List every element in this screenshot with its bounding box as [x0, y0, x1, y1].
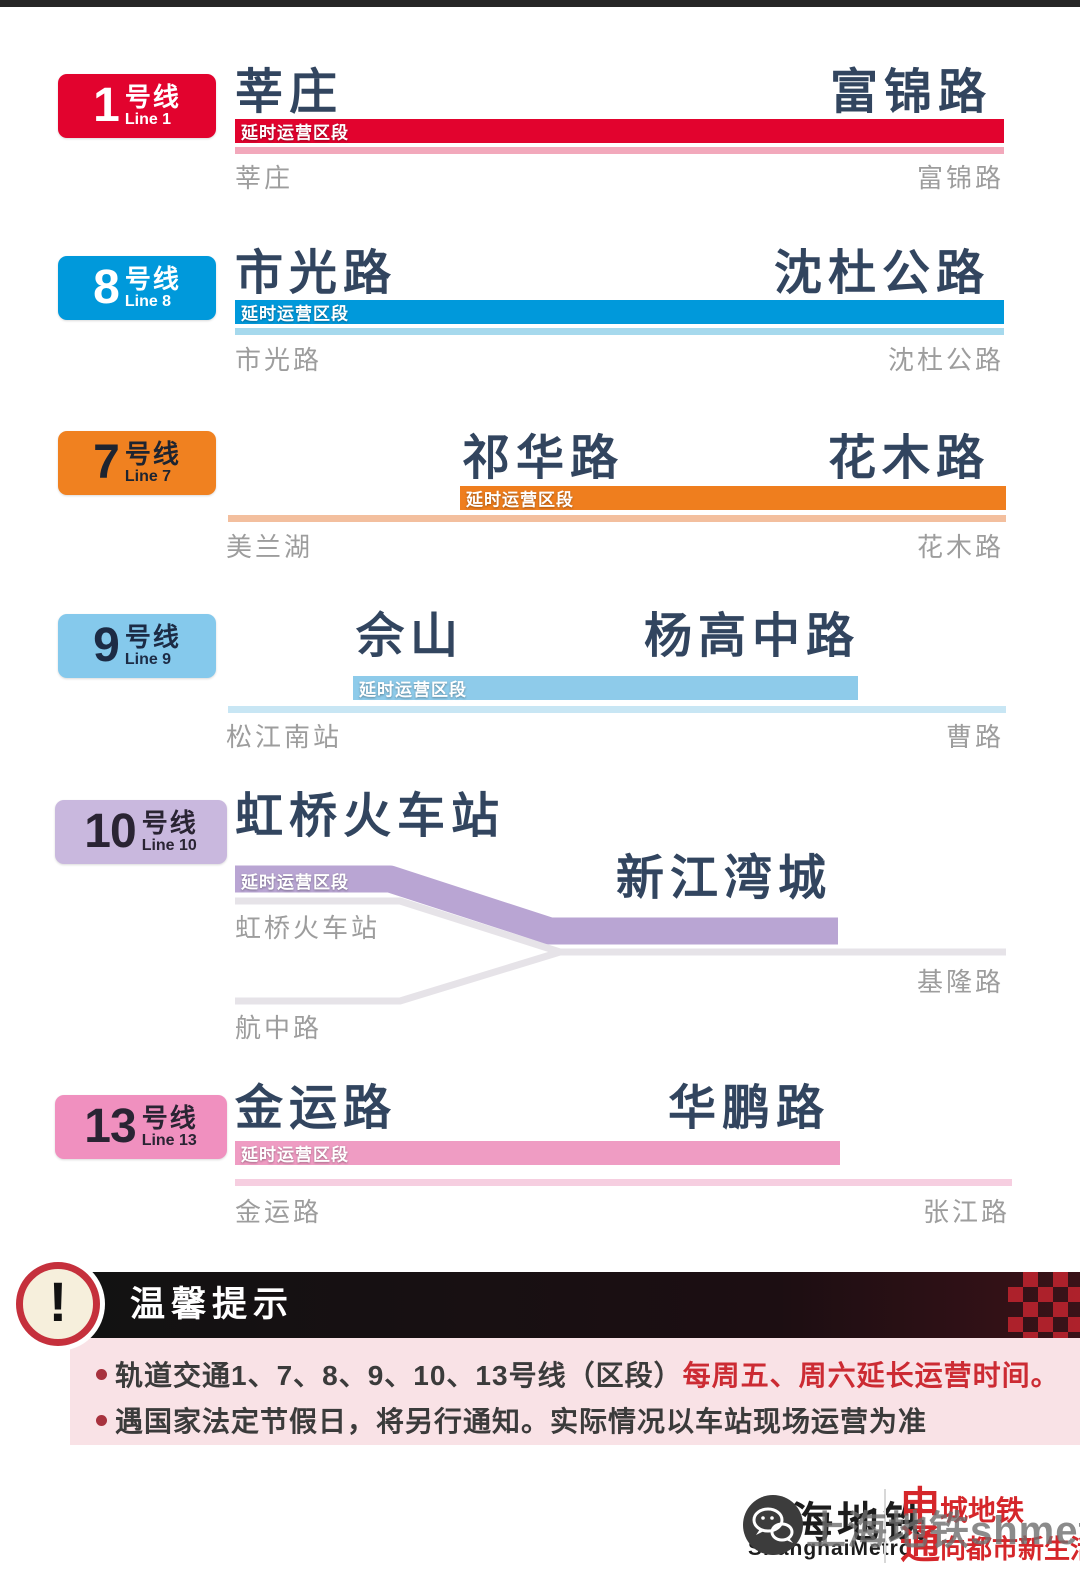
- exclamation-glyph: !: [48, 1270, 68, 1333]
- line-8-end-station: 沈杜公路: [773, 245, 990, 301]
- line-10-fork-diagram: [235, 865, 1006, 1005]
- line-10-branch-top-label: 虹桥火车站: [235, 913, 381, 943]
- line-8-number: 8: [93, 261, 120, 314]
- line-13-end-label: 张江路: [922, 1197, 1010, 1227]
- line-9-section-label: 延时运营区段: [359, 680, 467, 700]
- line-9-english: Line 9: [124, 651, 172, 668]
- bullet-1-highlight: 每周五、周六延长运营时间。: [682, 1360, 1060, 1391]
- line-7-badge: 7 号线 Line 7: [58, 431, 216, 495]
- line-7-mid-station: 祁华路: [462, 430, 625, 486]
- strip-diagonal: [563, 1481, 761, 1567]
- line-10-start-station: 虹桥火车站: [235, 788, 506, 844]
- slogan-line-1: 申城地铁: [900, 1487, 1024, 1527]
- line-9-number: 9: [93, 619, 120, 672]
- wechat-icon: [743, 1495, 803, 1555]
- line-13-number: 13: [84, 1100, 136, 1153]
- line-1-extended-section-bar: 延时运营区段: [235, 119, 1004, 143]
- slogan-line-2: 通向都市新生活: [900, 1525, 1080, 1565]
- bullet-2-text: 遇国家法定节假日，将另行通知。实际情况以车站现场运营为准: [115, 1406, 928, 1437]
- logo-divider: [884, 1489, 886, 1563]
- line-13-end-station: 华鹏路: [667, 1080, 830, 1136]
- line-7-extended-section-bar: 延时运营区段: [460, 486, 1006, 510]
- slogan-big-char-2: 通: [900, 1523, 940, 1567]
- line-9-route-line: [228, 706, 1006, 713]
- rainbow-route-strip: [0, 1480, 1080, 1568]
- line-9-end-label: 曹路: [945, 722, 1004, 752]
- line-8-suffix: 号线: [124, 264, 181, 294]
- line-13-start-station: 金运路: [235, 1080, 398, 1136]
- line-9-start-label: 松江南站: [226, 722, 343, 752]
- line-7-start-label: 美兰湖: [226, 532, 314, 562]
- line-13-english: Line 13: [141, 1132, 197, 1149]
- line-13-suffix: 号线: [141, 1103, 198, 1133]
- line-7-suffix: 号线: [124, 439, 181, 469]
- line-1-badge: 1 号线 Line 1: [58, 74, 216, 138]
- line-7-end-station: 花木路: [827, 430, 990, 486]
- line-7-english: Line 7: [124, 468, 172, 485]
- line-10-branch-top-line: [235, 897, 1006, 956]
- notice-title: 温馨提示: [130, 1285, 295, 1324]
- line-10-branch-bottom-label: 航中路: [235, 1013, 323, 1043]
- line-10-branch-bottom-line: [235, 948, 562, 1005]
- exclamation-icon: !: [16, 1262, 100, 1346]
- line-10-suffix: 号线: [141, 808, 198, 838]
- line-8-route-line: [235, 328, 1004, 335]
- line-10-end-station: 新江湾城: [615, 850, 832, 906]
- notice-header-bar: 温馨提示: [70, 1272, 1080, 1338]
- line-7-route-line: [228, 515, 1006, 522]
- top-edge-strip: [0, 0, 1080, 7]
- slogan-big-char-1: 申: [900, 1485, 940, 1529]
- line-9-badge: 9 号线 Line 9: [58, 614, 216, 678]
- bullet-dot: [96, 1415, 107, 1427]
- line-8-start-label: 市光路: [235, 345, 323, 375]
- line-8-section-label: 延时运营区段: [241, 304, 349, 324]
- line-1-start-label: 莘庄: [235, 163, 294, 193]
- line-1-suffix: 号线: [124, 82, 181, 112]
- line-10-english: Line 10: [141, 837, 197, 854]
- footer: [0, 1445, 1080, 1590]
- line-13-route-line: [235, 1179, 1012, 1186]
- slogan-rest-1: 城地铁: [940, 1495, 1025, 1526]
- line-7-end-label: 花木路: [916, 532, 1004, 562]
- line-13-badge: 13 号线 Line 13: [55, 1095, 227, 1159]
- watermark-text: 上海地铁shmetro: [806, 1509, 1080, 1553]
- line-8-english: Line 8: [124, 293, 172, 310]
- line-13-extended-section-bar: 延时运营区段: [235, 1141, 840, 1165]
- line-1-start-station: 莘庄: [235, 64, 344, 120]
- line-10-extended-section-band: [235, 865, 838, 945]
- line-9-mid-station: 佘山: [356, 608, 465, 664]
- line-10-number: 10: [84, 805, 136, 858]
- checker-decoration: [1008, 1272, 1080, 1338]
- line-1-end-station: 富锦路: [829, 64, 992, 120]
- line-7-number: 7: [93, 436, 120, 489]
- line-13-section-label: 延时运营区段: [241, 1145, 349, 1165]
- line-7-section-label: 延时运营区段: [466, 490, 574, 510]
- bullet-dot: [96, 1369, 107, 1381]
- line-10-end-label: 基隆路: [916, 967, 1004, 997]
- line-1-end-label: 富锦路: [916, 163, 1004, 193]
- line-1-english: Line 1: [124, 111, 172, 128]
- line-9-suffix: 号线: [124, 622, 181, 652]
- line-9-extended-section-bar: 延时运营区段: [353, 676, 858, 700]
- line-8-start-station: 市光路: [235, 245, 398, 301]
- notice-body-panel: 轨道交通1、7、8、9、10、13号线（区段）每周五、周六延长运营时间。 遇国家…: [70, 1338, 1080, 1448]
- line-1-section-label: 延时运营区段: [241, 123, 349, 143]
- line-10-badge: 10 号线 Line 10: [55, 800, 227, 864]
- line-13-start-label: 金运路: [235, 1197, 323, 1227]
- line-8-end-label: 沈杜公路: [887, 345, 1004, 375]
- line-9-end-station: 杨高中路: [643, 608, 860, 664]
- line-1-route-line: [235, 147, 1004, 154]
- bullet-1-text: 轨道交通1、7、8、9、10、13号线（区段）: [115, 1360, 683, 1391]
- notice-bullet-1: 轨道交通1、7、8、9、10、13号线（区段）每周五、周六延长运营时间。: [96, 1354, 1060, 1394]
- line-10-section-label: 延时运营区段: [241, 873, 349, 892]
- notice-bullet-2: 遇国家法定节假日，将另行通知。实际情况以车站现场运营为准: [96, 1400, 927, 1440]
- line-8-badge: 8 号线 Line 8: [58, 256, 216, 320]
- line-1-number: 1: [93, 79, 120, 132]
- slogan-rest-2: 向都市新生活: [940, 1534, 1080, 1564]
- line-8-extended-section-bar: 延时运营区段: [235, 300, 1004, 324]
